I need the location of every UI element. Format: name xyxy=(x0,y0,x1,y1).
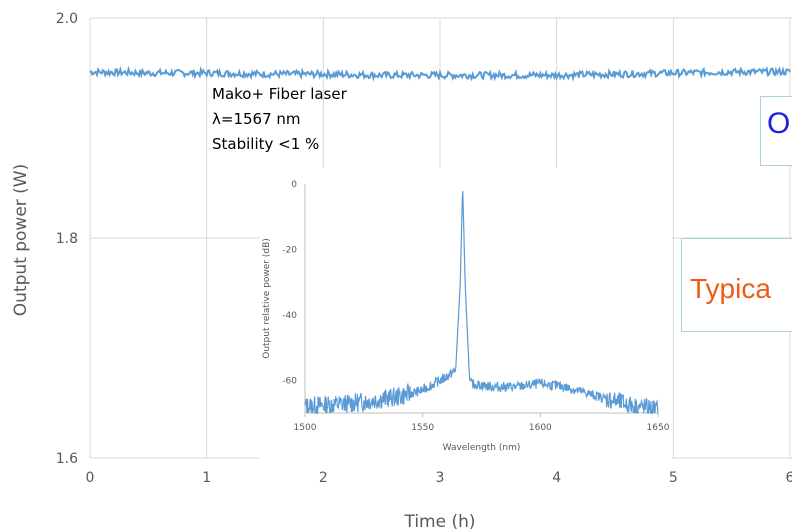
spectrum-series-line xyxy=(304,191,659,415)
inset-x-tick-label: 1550 xyxy=(411,423,434,433)
x-tick-label: 1 xyxy=(202,470,211,486)
x-tick-label: 5 xyxy=(669,470,678,486)
x-tick-label: 0 xyxy=(86,470,95,486)
x-axis-label: Time (h) xyxy=(403,512,475,532)
y-tick-label: 1.8 xyxy=(56,231,78,247)
inset-y-tick-label: -40 xyxy=(282,311,297,321)
power-series-line xyxy=(89,65,791,82)
inset-x-tick-label: 1600 xyxy=(529,423,552,433)
x-tick-label: 6 xyxy=(786,470,792,486)
inset-y-tick-label: 0 xyxy=(291,180,297,190)
callout-orange-text: Typica xyxy=(690,273,771,304)
callout-blue-text: O xyxy=(767,107,791,140)
inset-y-tick-label: -20 xyxy=(282,245,297,255)
callout-blue: O xyxy=(760,96,792,166)
x-tick-label: 2 xyxy=(319,470,328,486)
y-axis-label: Output power (W) xyxy=(11,164,31,316)
laser-annotation: Mako+ Fiber laser λ=1567 nm Stability <1… xyxy=(212,82,347,157)
x-tick-label: 3 xyxy=(436,470,445,486)
inset-y-tick-label: -60 xyxy=(282,376,297,386)
y-tick-label: 2.0 xyxy=(56,11,78,27)
inset-y-axis-label: Output relative power (dB) xyxy=(262,238,272,359)
inset-x-tick-label: 1500 xyxy=(294,423,317,433)
annotation-wavelength: λ=1567 nm xyxy=(212,110,301,128)
annotation-laser-name: Mako+ Fiber laser xyxy=(212,85,347,103)
y-tick-label: 1.6 xyxy=(56,451,78,467)
x-tick-label: 4 xyxy=(552,470,561,486)
annotation-stability: Stability <1 % xyxy=(212,135,320,153)
inset-x-tick-label: 1650 xyxy=(647,423,670,433)
inset-x-axis-label: Wavelength (nm) xyxy=(443,443,521,453)
callout-orange: Typica xyxy=(681,238,792,332)
